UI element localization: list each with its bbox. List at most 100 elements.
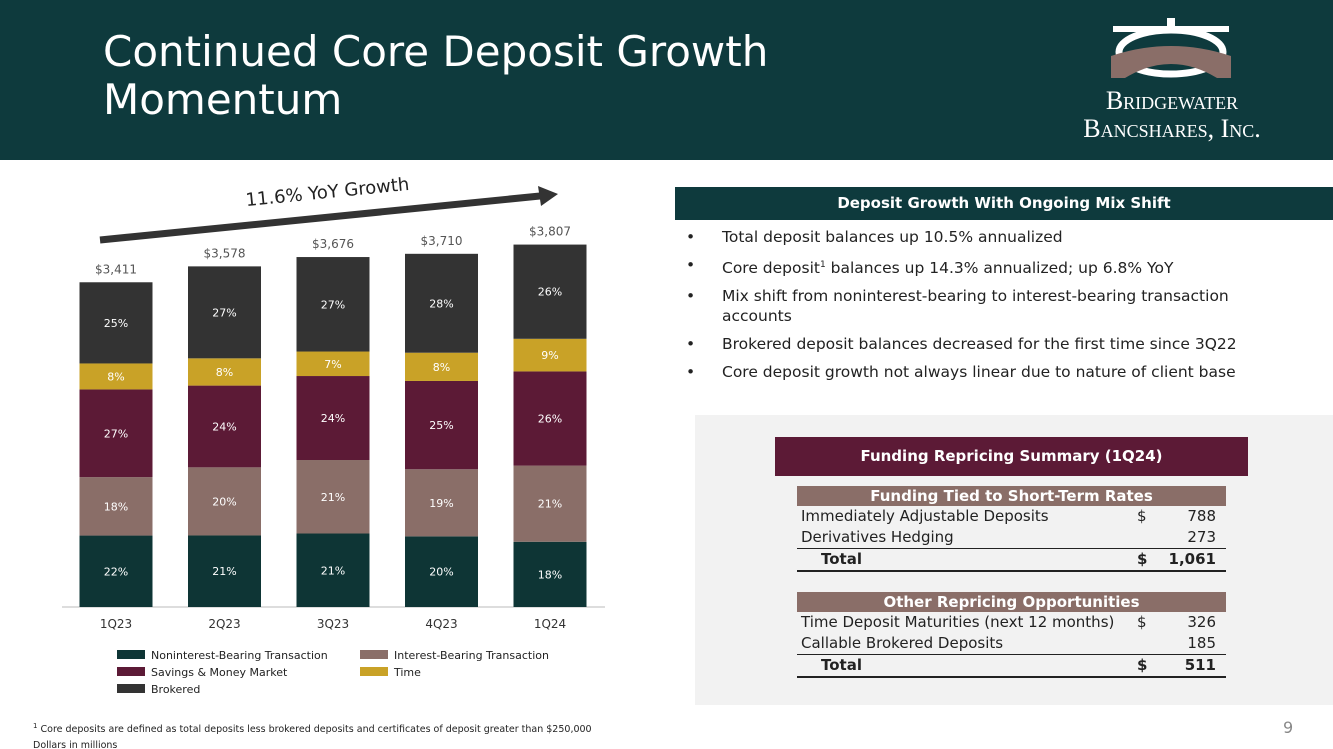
x-tick-label: 4Q23 [425, 617, 457, 631]
data-label: 26% [538, 413, 562, 426]
data-label: 25% [429, 419, 453, 432]
bar-segment [405, 469, 478, 537]
data-label: 18% [104, 500, 128, 513]
data-label: 21% [538, 498, 562, 511]
table-row: Time Deposit Maturities (next 12 months)… [797, 612, 1226, 633]
total-row: Total $511 [797, 655, 1226, 678]
data-label: 27% [212, 306, 236, 319]
currency: $ [1137, 613, 1147, 631]
data-label: 24% [212, 420, 236, 433]
bullet-text: balances up 14.3% annualized; up 6.8% Yo… [825, 259, 1174, 278]
data-label: 25% [104, 317, 128, 330]
bar-segment [79, 389, 153, 478]
row-value: 1,061 [1168, 550, 1216, 568]
data-label: 27% [321, 298, 345, 311]
header-band [0, 0, 1333, 160]
page-number: 9 [1283, 718, 1294, 737]
slide-title: Continued Core Deposit Growth Momentum [103, 27, 769, 124]
units-note: Dollars in millions [33, 740, 118, 749]
x-tick-label: 2Q23 [208, 617, 240, 631]
table-row: Derivatives Hedging 273 [797, 527, 1226, 549]
table-title: Funding Repricing Summary (1Q24) [775, 437, 1248, 476]
bar-segment [79, 363, 153, 390]
bar-segment [188, 467, 261, 536]
bar-segment [405, 253, 478, 353]
data-label: 18% [538, 568, 562, 581]
logo-mark [1111, 18, 1231, 78]
data-label: 8% [216, 366, 233, 379]
bar-segment [513, 244, 587, 339]
logo-text: Bancshares, Inc. [1083, 114, 1261, 143]
bar-segment [513, 465, 587, 542]
row-label: Callable Brokered Deposits [801, 634, 1004, 652]
bar-segment [296, 351, 370, 377]
bar-segment [79, 282, 153, 364]
bullet: Brokered deposit balances decreased for … [686, 334, 1276, 354]
total-row: Total $1,061 [797, 549, 1226, 572]
currency: $ [1137, 656, 1148, 674]
section-header: Funding Tied to Short-Term Rates [797, 486, 1226, 506]
row-value: 185 [1187, 634, 1216, 652]
section-header: Other Repricing Opportunities [797, 592, 1226, 612]
legend-swatch [360, 667, 388, 676]
bullet: Total deposit balances up 10.5% annualiz… [686, 227, 1276, 247]
legend-swatch [117, 667, 145, 676]
footnote: 1 Core deposits are defined as total dep… [33, 718, 592, 749]
data-label: 21% [212, 565, 236, 578]
legend-swatch [117, 650, 145, 659]
bar-segment [296, 376, 370, 461]
row-label: Total [821, 656, 862, 674]
data-label: 21% [321, 491, 345, 504]
bar-segment [405, 380, 478, 470]
table-section: Other Repricing Opportunities Time Depos… [797, 592, 1226, 678]
row-label: Total [821, 550, 862, 568]
legend-label: Time [393, 666, 421, 679]
data-label: 7% [324, 358, 341, 371]
arrow-head [538, 186, 558, 206]
total-label: $3,807 [529, 225, 571, 239]
bar-segment [405, 536, 478, 607]
data-label: 22% [104, 565, 128, 578]
legend-swatch [360, 650, 388, 659]
data-label: 20% [429, 566, 453, 579]
total-label: $3,411 [95, 262, 137, 276]
legend-label: Brokered [151, 683, 200, 696]
bar-segment [513, 338, 587, 372]
x-tick-label: 1Q24 [534, 617, 566, 631]
currency: $ [1137, 507, 1147, 525]
bar-segment [188, 266, 261, 359]
total-label: $3,676 [312, 237, 354, 251]
bar-segment [296, 460, 370, 534]
table-row: Callable Brokered Deposits 185 [797, 633, 1226, 655]
growth-arrow [99, 192, 541, 244]
bar-segment [513, 541, 587, 607]
bar-segment [188, 385, 261, 468]
data-label: 9% [541, 349, 558, 362]
data-label: 19% [429, 497, 453, 510]
bullet-list: Total deposit balances up 10.5% annualiz… [686, 227, 1276, 390]
footnote-text: Core deposits are defined as total depos… [40, 724, 592, 736]
bar-segment [513, 371, 587, 466]
row-value: 511 [1184, 656, 1216, 674]
row-label: Time Deposit Maturities (next 12 months) [801, 613, 1115, 631]
bullet: Mix shift from noninterest-bearing to in… [686, 286, 1276, 326]
total-label: $3,578 [204, 246, 246, 260]
legend-swatch [117, 684, 145, 693]
table-row: Immediately Adjustable Deposits $788 [797, 506, 1226, 527]
data-label: 8% [433, 361, 450, 374]
logo-text: Bridgewater [1105, 86, 1239, 115]
legend-label: Interest-Bearing Transaction [394, 649, 549, 662]
row-value: 273 [1187, 528, 1216, 546]
data-label: 28% [429, 297, 453, 310]
row-label: Derivatives Hedging [801, 528, 954, 546]
bullet-text: Core deposit [722, 259, 820, 278]
legend-label: Savings & Money Market [151, 666, 288, 679]
footnote-line: 1 Core deposits are defined as total dep… [33, 718, 592, 738]
data-label: 26% [538, 286, 562, 299]
data-label: 20% [212, 495, 236, 508]
row-value: 788 [1187, 507, 1216, 525]
table-section: Funding Tied to Short-Term Rates Immedia… [797, 486, 1226, 572]
legend-label: Noninterest-Bearing Transaction [151, 649, 328, 662]
bar-segment [296, 257, 370, 352]
